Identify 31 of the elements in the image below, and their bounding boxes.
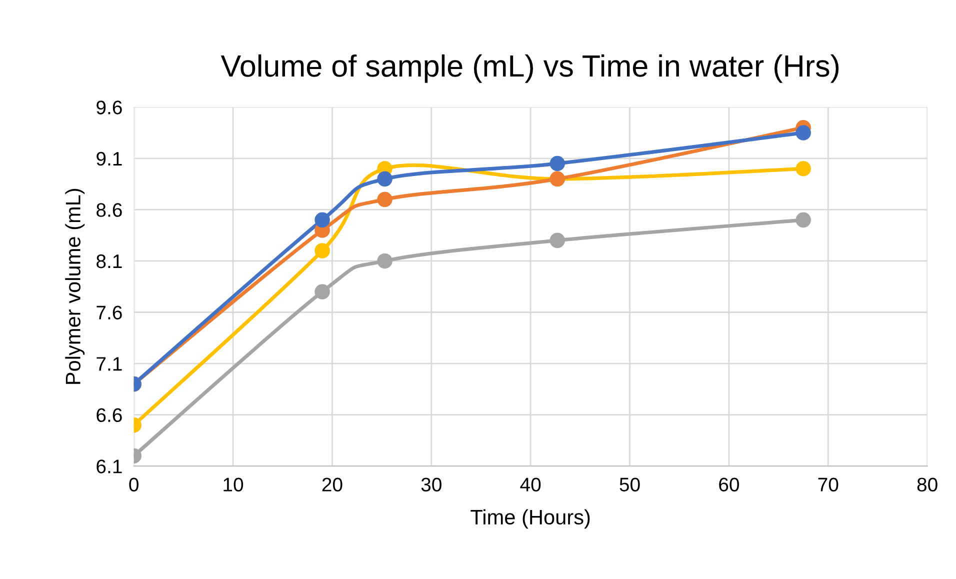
point [377, 253, 392, 269]
point [314, 284, 330, 300]
chart-title: Volume of sample (mL) vs Time in water (Hrs) [220, 54, 839, 83]
y-tick-label: 8.6 [96, 203, 122, 217]
point [377, 171, 392, 187]
point [796, 161, 811, 176]
point [314, 212, 330, 228]
x-tick-label: 80 [917, 478, 938, 492]
point [796, 125, 811, 140]
point [796, 212, 811, 228]
y-tick-label: 6.6 [96, 408, 122, 422]
x-tick-label: 70 [818, 478, 838, 492]
y-tick-label: 7.1 [96, 357, 122, 371]
point [550, 232, 565, 248]
x-tick-label: 40 [520, 478, 541, 492]
x-tick-label: 60 [719, 478, 740, 492]
x-tick-label: 0 [129, 478, 138, 492]
y-tick-label: 8.1 [96, 254, 122, 268]
point [550, 156, 565, 172]
y-tick-label: 6.1 [96, 460, 122, 474]
y-tick-label: 7.6 [96, 306, 122, 320]
y-axis-title: Polymer volume (mL) [65, 188, 85, 384]
x-tick-label: 20 [322, 478, 342, 492]
x-axis-title: Time (Hours) [470, 509, 590, 529]
y-tick-label: 9.1 [96, 152, 122, 166]
x-tick-label: 30 [421, 478, 442, 492]
x-tick-label: 50 [620, 478, 640, 492]
point [314, 243, 330, 258]
point [377, 192, 392, 208]
y-tick-label: 9.6 [96, 100, 122, 114]
x-tick-label: 10 [224, 478, 244, 492]
